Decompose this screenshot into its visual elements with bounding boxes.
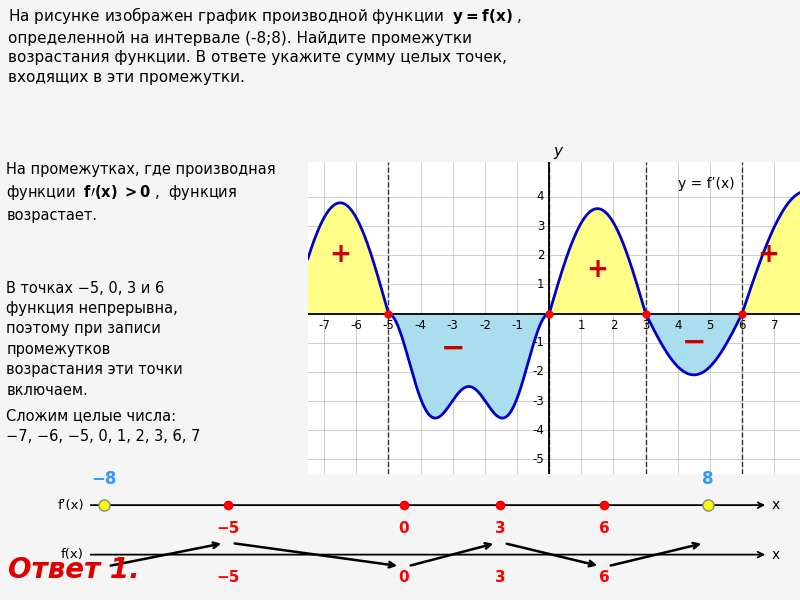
Text: x: x (772, 498, 780, 512)
Text: 1: 1 (537, 278, 544, 291)
Text: −5: −5 (216, 521, 240, 536)
Text: -7: -7 (318, 319, 330, 332)
Text: +: + (329, 242, 351, 268)
Text: В точках −5, 0, 3 и 6
функция непрерывна,
поэтому при записи
промежутков
возраст: В точках −5, 0, 3 и 6 функция непрерывна… (6, 281, 183, 398)
Text: 3: 3 (494, 521, 506, 536)
Text: 1: 1 (578, 319, 585, 332)
Text: 7: 7 (770, 319, 778, 332)
Text: +: + (586, 257, 609, 283)
Text: 6: 6 (598, 570, 610, 586)
Text: На рисунке изображен график производной функции  $\mathbf{y{=}f(x)}$ ,
определен: На рисунке изображен график производной … (8, 5, 522, 85)
Text: -3: -3 (447, 319, 458, 332)
Text: -2: -2 (479, 319, 491, 332)
Text: 4: 4 (537, 190, 544, 203)
Text: -3: -3 (533, 395, 544, 407)
Text: 0: 0 (398, 570, 410, 586)
Text: Ответ 1.: Ответ 1. (8, 556, 140, 584)
Text: -4: -4 (414, 319, 426, 332)
Text: −: − (682, 329, 706, 357)
Text: −: − (441, 335, 465, 362)
Text: 6: 6 (598, 521, 610, 536)
Text: fʹ(x): fʹ(x) (58, 499, 84, 512)
Text: 2: 2 (537, 249, 544, 262)
Text: y = fʹ(x): y = fʹ(x) (678, 177, 734, 191)
Text: -5: -5 (533, 453, 544, 466)
Text: -1: -1 (533, 336, 544, 349)
Text: 6: 6 (738, 319, 746, 332)
Text: -6: -6 (350, 319, 362, 332)
Text: Сложим целые числа:
−7, −6, −5, 0, 1, 2, 3, 6, 7: Сложим целые числа: −7, −6, −5, 0, 1, 2,… (6, 409, 201, 444)
Text: −8: −8 (91, 470, 117, 488)
Text: 5: 5 (706, 319, 714, 332)
Text: 0: 0 (398, 521, 410, 536)
Text: -1: -1 (511, 319, 523, 332)
Text: x: x (772, 548, 780, 562)
Text: На промежутках, где производная
функции  $\mathbf{f\prime(x)\ >0}$ ,  функция
во: На промежутках, где производная функции … (6, 162, 276, 223)
Text: 4: 4 (674, 319, 682, 332)
Text: f(x): f(x) (61, 548, 84, 561)
Text: −5: −5 (216, 570, 240, 586)
Text: -4: -4 (533, 424, 544, 437)
Text: 3: 3 (642, 319, 650, 332)
Text: -5: -5 (382, 319, 394, 332)
Text: 3: 3 (537, 220, 544, 233)
Text: -2: -2 (533, 365, 544, 379)
Text: 8: 8 (702, 470, 714, 488)
Text: +: + (757, 242, 779, 268)
Text: y: y (553, 144, 562, 159)
Text: 3: 3 (494, 570, 506, 586)
Text: 2: 2 (610, 319, 618, 332)
